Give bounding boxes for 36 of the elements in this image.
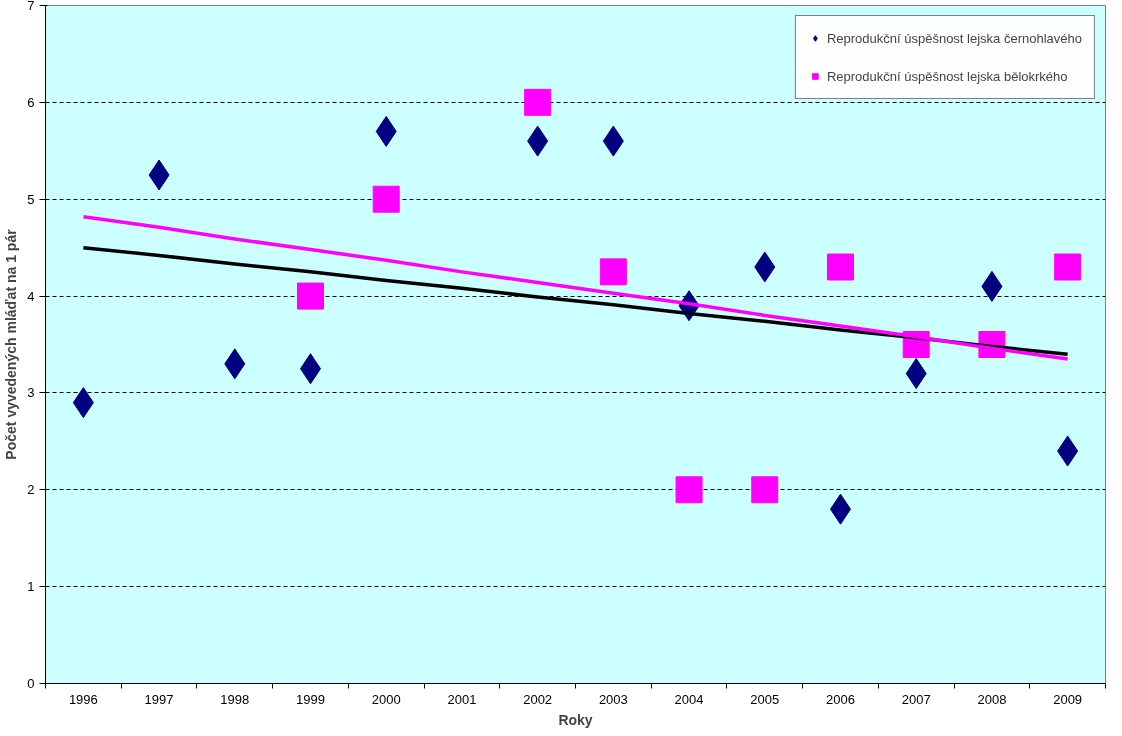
- y-tick-label: 0: [27, 676, 35, 691]
- x-tick-label: 1999: [296, 691, 325, 707]
- x-tick-label: 2001: [447, 691, 477, 707]
- y-tick-label: 7: [27, 0, 35, 13]
- x-tick-label: 1997: [144, 691, 174, 707]
- line-series: [81, 214, 1070, 361]
- point: [297, 282, 324, 310]
- point: [372, 185, 400, 213]
- point: [751, 476, 779, 504]
- x-tick-label: 2004: [674, 691, 704, 707]
- legend-label: Reprodukční úspěšnost lejska bělokrkého: [826, 68, 1068, 84]
- x-tick-label: 2005: [750, 691, 780, 707]
- x-tick-label: 2007: [901, 691, 931, 707]
- x-tick-label: 2002: [523, 691, 553, 707]
- y-tick-label: 3: [27, 385, 35, 401]
- y-tick-label: 2: [27, 482, 35, 498]
- x-tick-label: 2009: [1053, 691, 1083, 707]
- x-tick-label: 2003: [598, 691, 628, 707]
- line-series: [81, 245, 1070, 356]
- x-tick-label: 2000: [371, 691, 401, 707]
- y-axis-title: Počet vyvedených mláďat na 1 pár: [3, 228, 20, 460]
- x-axis-title: Roky: [558, 711, 593, 728]
- point: [1054, 253, 1082, 281]
- y-tick-label: 6: [27, 94, 35, 110]
- point: [675, 476, 703, 504]
- x-tick-label: 2008: [977, 691, 1007, 707]
- point: [599, 258, 627, 286]
- x-tick-label: 2006: [826, 691, 855, 707]
- y-tick-label: 4: [27, 288, 35, 304]
- point: [827, 253, 854, 281]
- legend-label: Reprodukční úspěšnost lejska černohlavého: [826, 30, 1082, 46]
- x-tick-label: 1998: [220, 691, 250, 707]
- point: [524, 88, 552, 116]
- y-tick-label: 5: [27, 191, 35, 207]
- y-tick-label: 1: [27, 579, 35, 595]
- x-tick-label: 1996: [68, 691, 98, 707]
